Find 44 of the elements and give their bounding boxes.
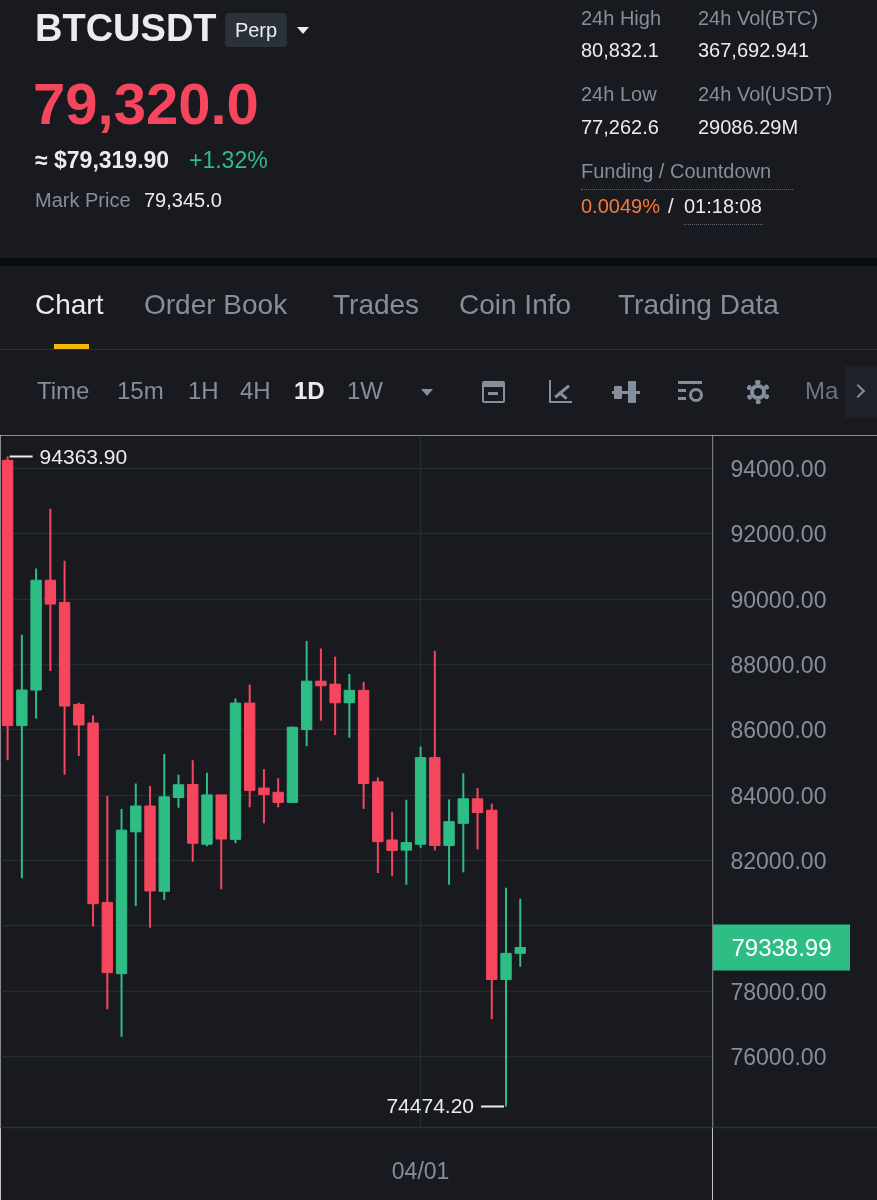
text: 24h High	[581, 6, 662, 30]
text: ≈ $79,319.90	[35, 146, 170, 174]
y-tick-label: 90000.00	[730, 586, 827, 613]
text: +1.32%	[189, 146, 268, 174]
y-tick-label: 92000.00	[730, 521, 827, 548]
text: 4H	[240, 377, 271, 405]
text: 79338.99	[731, 934, 832, 962]
text: 79,345.0	[144, 188, 222, 212]
text: Perp	[234, 18, 278, 42]
text: Trading Data	[618, 288, 779, 322]
text: 29086.29M	[698, 115, 799, 139]
y-tick-label: 76000.00	[730, 1044, 827, 1071]
text: 1H	[188, 377, 219, 405]
y-tick-label: 86000.00	[730, 717, 827, 744]
chart-title: BTCUSDT	[35, 7, 217, 51]
text: 01:18:08	[684, 194, 762, 218]
text: Funding / Countdown	[581, 159, 772, 183]
x-tick-label: 04/01	[391, 1157, 450, 1184]
text: 80,832.1	[581, 38, 659, 62]
text: 367,692.941	[698, 38, 810, 62]
annotation: 74474.20	[386, 1094, 475, 1118]
y-tick-label: 78000.00	[730, 978, 827, 1005]
text: 79,320.0	[33, 70, 259, 138]
text: Time	[37, 377, 90, 405]
text: 1W	[347, 377, 383, 405]
text: Order Book	[144, 288, 288, 322]
text: 0.0049%	[581, 194, 660, 218]
y-tick-label: 82000.00	[730, 848, 827, 875]
text: Trades	[333, 288, 420, 322]
text: 77,262.6	[581, 115, 659, 139]
text: 24h Vol(BTC)	[698, 6, 819, 30]
annotation: 94363.90	[39, 444, 128, 468]
text: 15m	[117, 377, 164, 405]
text: Ma	[805, 377, 839, 405]
text: Mark Price	[35, 188, 131, 212]
y-tick-label: 94000.00	[730, 456, 827, 482]
text: /	[668, 194, 674, 218]
text: Chart	[35, 288, 104, 322]
y-tick-label: 88000.00	[730, 652, 827, 679]
text: Coin Info	[459, 288, 572, 322]
y-tick-label: 84000.00	[730, 782, 827, 809]
text: 1D	[294, 377, 325, 405]
text: 24h Vol(USDT)	[698, 82, 833, 106]
text: 24h Low	[581, 82, 657, 106]
